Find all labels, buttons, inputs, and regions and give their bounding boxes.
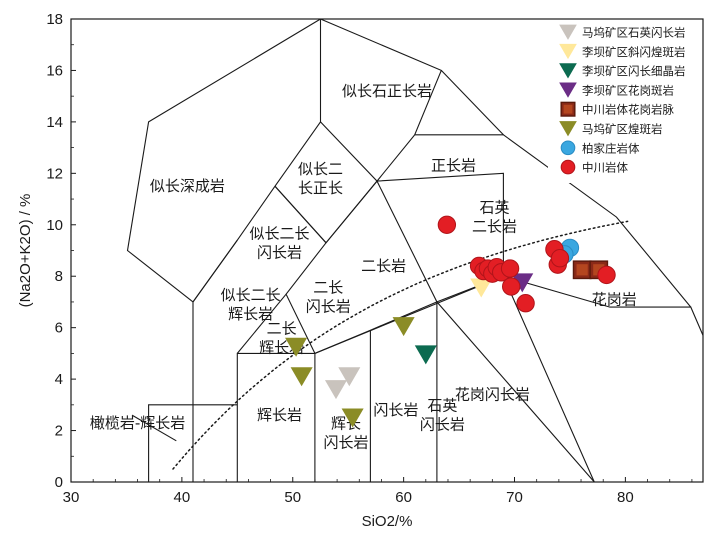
x-axis-title: SiO2/% <box>362 513 413 530</box>
field-boundary-14 <box>440 70 504 136</box>
field-label-3: 正长岩 <box>431 157 476 175</box>
field-label-12: 闪长岩 <box>373 401 418 419</box>
y-tick-label-6: 6 <box>55 320 63 337</box>
field-label-13: 石英闪长岩 <box>420 397 465 434</box>
field-label-11: 花岗闪长岩 <box>455 386 530 404</box>
field-label-4: 石英二长岩 <box>472 199 517 236</box>
y-tick-label-16: 16 <box>46 62 63 79</box>
field-label-6: 二长岩 <box>361 257 406 275</box>
y-tick-label-14: 14 <box>46 114 63 131</box>
x-tick-label-40: 40 <box>174 489 191 506</box>
field-label-15: 辉长岩 <box>257 406 302 424</box>
field-boundary-11 <box>131 414 177 442</box>
legend-marker-4 <box>560 101 576 117</box>
y-axis-title: (Na2O+K2O) / % <box>17 194 34 308</box>
legend-label-0: 马坞矿区石英闪长岩 <box>582 26 686 40</box>
x-tick-label-80: 80 <box>617 489 634 506</box>
point-7-0 <box>437 215 457 234</box>
field-label-16: 橄榄岩-辉长岩 <box>90 414 185 432</box>
point-7-13 <box>597 265 616 285</box>
point-7-8 <box>502 277 521 296</box>
point-7-7 <box>500 259 520 278</box>
y-tick-label-8: 8 <box>55 268 63 285</box>
field-label-0: 似长石正长岩 <box>342 82 432 100</box>
x-tick-label-60: 60 <box>395 489 412 506</box>
x-tick-label-50: 50 <box>284 489 301 506</box>
field-boundary-12 <box>503 275 704 336</box>
field-label-7: 二长闪长岩 <box>306 278 351 315</box>
field-label-2: 似长深成岩 <box>150 177 225 195</box>
point-0-0 <box>324 380 348 400</box>
legend-label-6: 柏家庄岩体 <box>582 141 640 155</box>
y-tick-label-4: 4 <box>55 371 63 388</box>
field-label-10: 花岗岩 <box>592 290 637 308</box>
field-boundary-10 <box>148 404 238 482</box>
point-4-0 <box>572 260 592 280</box>
field-label-8: 似长二长辉长岩 <box>221 286 281 323</box>
y-tick-label-2: 2 <box>55 423 63 440</box>
field-label-14: 辉长闪长岩 <box>323 415 368 452</box>
legend-label-2: 李坝矿区闪长细晶岩 <box>582 64 686 78</box>
field-boundary-15 <box>126 18 321 303</box>
y-tick-label-18: 18 <box>46 11 63 28</box>
legend-marker-7 <box>560 159 576 175</box>
legend-marker-6 <box>560 140 576 156</box>
legend-label-5: 马坞矿区煌斑岩 <box>582 122 663 136</box>
x-tick-label-70: 70 <box>506 489 523 506</box>
field-boundary-16 <box>192 239 238 303</box>
data-points <box>285 215 616 428</box>
x-axis: 30 40 50 60 70 80 <box>63 477 693 506</box>
legend-marker-0 <box>559 24 577 40</box>
point-5-1 <box>290 367 313 387</box>
legend-label-3: 李坝矿区花岗斑岩 <box>582 83 674 97</box>
legend-label-7: 中川岩体 <box>582 161 628 175</box>
x-tick-label-30: 30 <box>63 489 80 506</box>
y-tick-label-10: 10 <box>46 217 63 234</box>
legend-marker-2 <box>559 63 577 79</box>
point-2-0 <box>414 345 437 365</box>
y-tick-label-0: 0 <box>55 474 63 491</box>
point-5-3 <box>392 317 415 337</box>
field-boundary-1 <box>236 275 595 483</box>
field-label-1: 似长二长正长 <box>298 160 343 197</box>
legend-label-4: 中川岩体花岗岩脉 <box>582 103 674 117</box>
legend: 马坞矿区石英闪长岩李坝矿区斜闪煌斑岩李坝矿区闪长细晶岩李坝矿区花岗斑岩中川岩体花… <box>548 21 700 183</box>
point-0-1 <box>338 367 361 387</box>
point-7-9 <box>516 294 535 313</box>
legend-marker-3 <box>559 82 577 98</box>
y-axis: 0 2 4 6 8 10 12 14 16 18 <box>46 11 76 491</box>
alkaline-divider-line <box>172 220 629 470</box>
field-label-5: 似长二长闪长岩 <box>249 224 309 261</box>
legend-marker-1 <box>559 43 577 60</box>
field-boundary-9 <box>274 18 443 244</box>
point-5-0 <box>285 337 308 357</box>
point-5-2 <box>341 408 364 428</box>
point-7-12 <box>550 249 570 268</box>
field-boundary-6 <box>236 293 287 354</box>
legend-label-1: 李坝矿区斜闪煌斑岩 <box>582 45 686 59</box>
y-tick-label-12: 12 <box>46 165 63 182</box>
legend-marker-5 <box>559 121 577 137</box>
